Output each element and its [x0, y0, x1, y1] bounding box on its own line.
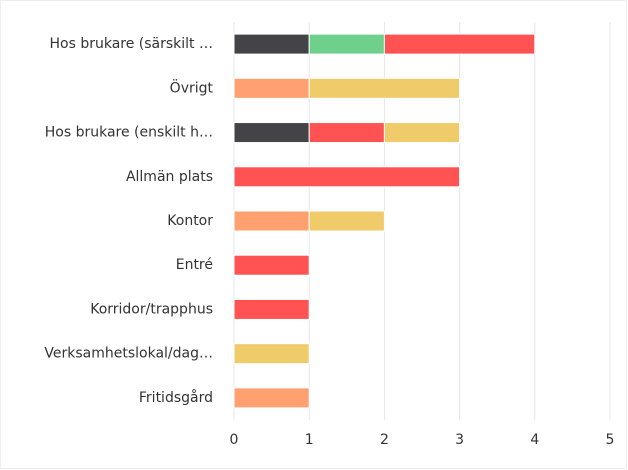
y-tick-label: Verksamhetslokal/dag… [44, 346, 213, 362]
bar-segment [308, 122, 385, 144]
bar-segment [233, 33, 310, 55]
bar-segment [233, 298, 310, 320]
x-tick-label: 0 [230, 432, 239, 448]
bar-segment [308, 210, 385, 232]
x-tick-label: 2 [380, 432, 389, 448]
bar-segment [233, 387, 310, 409]
bar-segment [308, 33, 385, 55]
bar-segment [233, 254, 310, 276]
x-tick-label: 1 [305, 432, 314, 448]
y-tick-label: Hos brukare (enskilt h… [45, 125, 213, 141]
y-tick-label: Fritidsgård [139, 389, 213, 406]
bar-segment [383, 33, 536, 55]
bar-segment [233, 122, 310, 144]
bar-segment [383, 122, 461, 144]
y-tick-label: Entré [176, 257, 213, 273]
x-tick-label: 4 [530, 432, 539, 448]
y-tick-label: Kontor [167, 213, 213, 229]
bar-segment [233, 77, 310, 99]
bar-segment [233, 343, 310, 365]
y-tick-label: Korridor/trapphus [90, 301, 213, 317]
x-tick-label: 5 [606, 432, 615, 448]
bar-segment [233, 210, 310, 232]
bar-segment [233, 166, 461, 188]
y-tick-label: Hos brukare (särskilt … [49, 36, 213, 52]
x-tick-label: 3 [455, 432, 464, 448]
bar-segment [308, 77, 461, 99]
y-tick-label: Allmän plats [126, 169, 213, 185]
y-tick-label: Övrigt [170, 78, 214, 96]
